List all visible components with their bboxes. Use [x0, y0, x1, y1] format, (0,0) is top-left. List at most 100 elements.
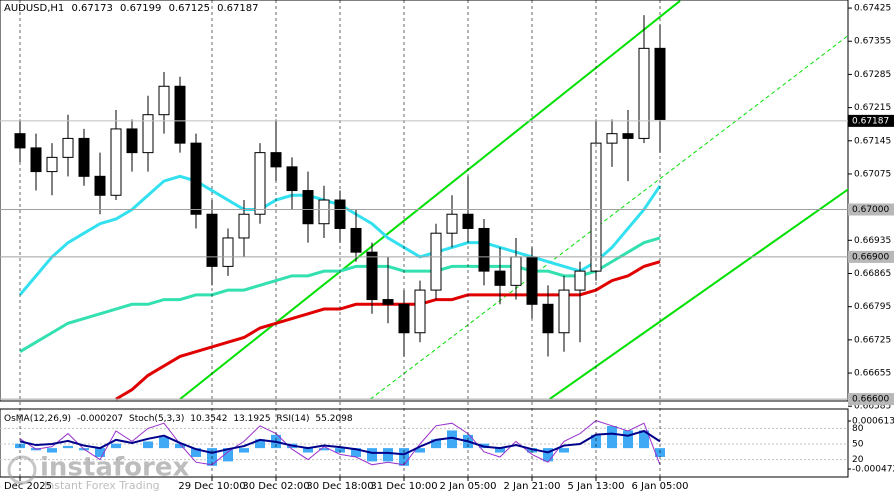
histogram-bar: [111, 443, 121, 449]
candle-body: [542, 303, 554, 334]
candle-body: [366, 251, 378, 301]
trend-line: [179, 0, 681, 400]
candle-body: [30, 147, 42, 173]
histogram-bar: [47, 448, 57, 453]
candle-body: [62, 137, 74, 158]
x-tick-label: 2 Jan 21:00: [504, 481, 561, 492]
candle-body: [254, 152, 266, 215]
level-label: 0.66900: [852, 252, 889, 262]
level-label-box: [848, 250, 894, 263]
trend-line: [370, 35, 848, 400]
indicator-line: [19, 429, 661, 456]
histogram-bar: [607, 425, 617, 449]
candle-body: [446, 213, 458, 234]
candle-body: [638, 47, 650, 139]
histogram-bar: [543, 448, 553, 462]
trend-line: [549, 188, 848, 400]
stoch-label: Stoch(5,3,3): [129, 414, 184, 424]
histogram-bar: [559, 448, 569, 453]
histogram-bar: [95, 448, 105, 457]
last-price-box: [848, 114, 894, 127]
candle-body: [174, 85, 186, 144]
oscillator-header: OsMA(12,26,9) -0.000207 Stoch(5,3,3) 10.…: [4, 414, 353, 424]
histogram-bar: [431, 439, 441, 449]
histogram-bar: [351, 448, 361, 457]
histogram-bar: [383, 448, 393, 462]
candle-body: [382, 299, 394, 305]
candle-body: [46, 156, 58, 173]
histogram-bar: [639, 430, 649, 449]
candle-body: [574, 270, 586, 291]
histogram-bar: [159, 437, 169, 449]
level-label-box: [848, 203, 894, 216]
histogram-bar: [223, 448, 233, 462]
histogram-bar: [447, 430, 457, 449]
symbol: AUDUSD,H1: [4, 3, 64, 14]
y-tick-label: 0.66585: [854, 402, 891, 412]
last-price-label: 0.67187: [852, 116, 889, 126]
oscillator-panel-frame: [0, 408, 849, 478]
candle-body: [222, 237, 234, 267]
header-low: 0.67125: [169, 3, 210, 14]
y-tick-label: 0.66655: [854, 369, 891, 379]
y2-tick-label: 20: [852, 455, 864, 465]
x-tick-label: 30 Dec 02:00: [242, 481, 309, 492]
main-plot: [14, 0, 848, 401]
histogram-bar: [239, 448, 249, 453]
x-tick-label: 31 Dec 10:00: [370, 481, 437, 492]
watermark-brand: instaforex: [40, 453, 190, 483]
stoch-main: 10.3542: [190, 414, 227, 424]
watermark-logo: [7, 455, 37, 485]
histogram-bar: [319, 448, 329, 451]
x-tick-label: 6 Jan 05:00: [632, 481, 689, 492]
candle-body: [622, 133, 634, 139]
x-tick-label: 29 Dec 10:00: [178, 481, 245, 492]
candle-body: [478, 227, 490, 272]
y-tick-label: 0.66935: [854, 236, 891, 246]
watermark-tagline: Instant Forex Trading: [44, 479, 160, 492]
watermark: instaforex Instant Forex Trading: [7, 453, 190, 492]
y-tick-label: 0.66795: [854, 302, 891, 312]
oscillator-plot: [0, 420, 848, 466]
stoch-signal: 13.1925: [233, 414, 270, 424]
y2-tick-label: 80: [852, 424, 864, 434]
rsi-label: RSI(14): [276, 414, 309, 424]
histogram-bar: [175, 443, 185, 449]
histogram-bar: [623, 430, 633, 449]
x-tick-label: 5 Jan 13:00: [568, 481, 625, 492]
y2-tick-label: 50: [852, 440, 864, 450]
histogram-bar: [367, 448, 377, 462]
candle-body: [318, 199, 330, 225]
y-tick-label: 0.67355: [854, 37, 891, 47]
header-open: 0.67173: [71, 3, 112, 14]
candle-body: [286, 166, 298, 192]
histogram-bar: [303, 448, 313, 453]
osma-value: -0.000207: [77, 414, 123, 424]
y-tick-label: 0.000613: [852, 417, 894, 427]
candle-body: [510, 256, 522, 286]
x-tick-label: 24 Dec 2025: [0, 481, 52, 492]
y-tick-label: 0.66865: [854, 269, 891, 279]
candle-body: [302, 190, 314, 225]
candle-body: [78, 137, 90, 177]
x-tick-label: 2 Jan 05:00: [440, 481, 497, 492]
candle-body: [414, 289, 426, 334]
y-tick-label: 0.67285: [854, 70, 891, 80]
candle-body: [606, 133, 618, 144]
candle-body: [494, 270, 506, 286]
header: AUDUSD,H1 0.67173 0.67199 0.67125 0.6718…: [4, 3, 258, 14]
histogram-bar: [143, 441, 153, 449]
header-close: 0.67187: [217, 3, 258, 14]
candle-body: [238, 213, 250, 239]
level-label: 0.67000: [852, 205, 889, 215]
level-label-box: [848, 393, 894, 406]
histogram-bar: [63, 445, 73, 449]
y-tick-label: 0.67075: [854, 169, 891, 179]
main-panel-frame: [0, 0, 849, 402]
histogram-bar: [591, 434, 601, 449]
candle-body: [430, 232, 442, 291]
y-tick-label: 0.67215: [854, 103, 891, 113]
y-tick-label: 0.67145: [854, 136, 891, 146]
histogram-bar: [415, 448, 425, 453]
candle-body: [142, 114, 154, 154]
